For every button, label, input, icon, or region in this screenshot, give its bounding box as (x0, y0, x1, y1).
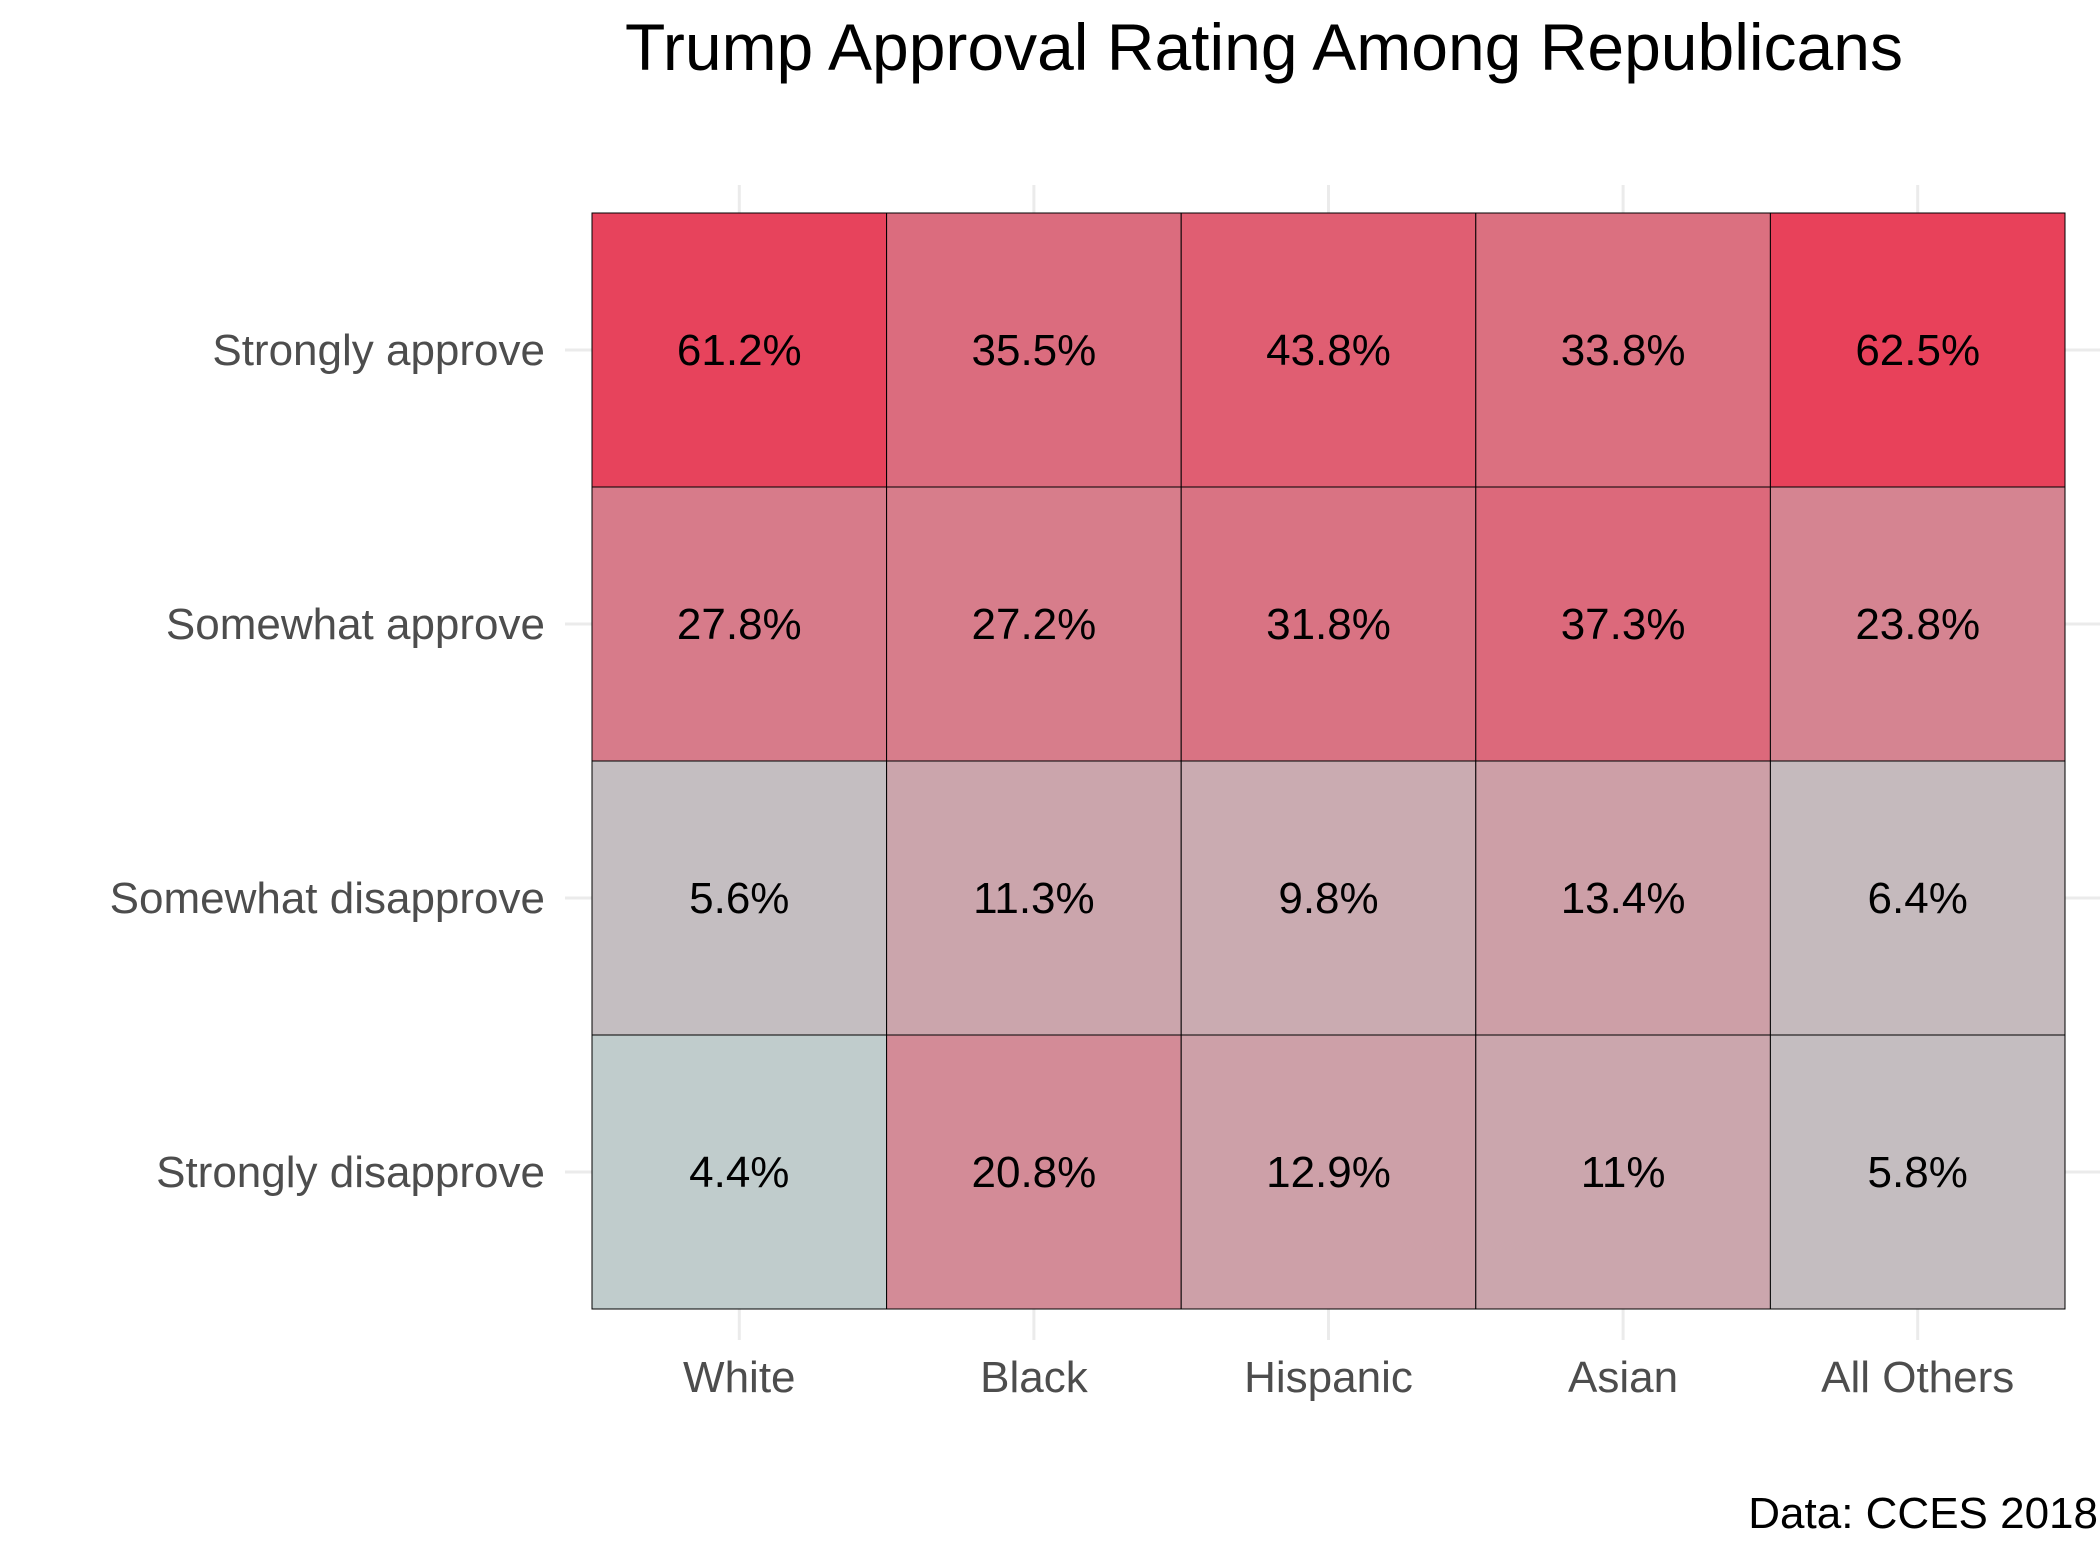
heatmap-cell (591, 760, 888, 1036)
cell-value-label: 31.8% (1266, 600, 1391, 649)
heatmap-cell (1769, 212, 2066, 488)
heatmap-cell (1180, 1034, 1477, 1310)
cell-value-label: 4.4% (689, 1148, 789, 1197)
cell-value-label: 33.8% (1561, 326, 1686, 375)
cell-value-label: 43.8% (1266, 326, 1391, 375)
x-tick-label: Black (980, 1353, 1089, 1402)
heatmap-cell (886, 486, 1182, 762)
x-axis: White Black Hispanic Asian All Others (683, 1353, 2014, 1402)
cell-value-label: 12.9% (1266, 1148, 1391, 1197)
heatmap-cell (1769, 1034, 2066, 1310)
cell-value-label: 13.4% (1561, 874, 1686, 923)
x-tick-label: Asian (1568, 1353, 1678, 1402)
x-tick-label: All Others (1821, 1353, 2014, 1402)
cell-value-label: 37.3% (1561, 600, 1686, 649)
heatmap-cell (591, 1034, 888, 1310)
cell-labels: 61.2% 35.5% 43.8% 33.8% 62.5% 27.8% 27.2% 31.8%… (677, 326, 1980, 1197)
cell-value-label: 62.5% (1855, 326, 1980, 375)
cell-value-label: 5.8% (1868, 1148, 1968, 1197)
chart-title: Trump Approval Rating Among Republicans (625, 10, 1903, 84)
x-tick-label: White (683, 1353, 795, 1402)
cell-value-label: 11.3% (973, 874, 1095, 923)
cell-value-label: 27.2% (972, 600, 1097, 649)
cell-value-label: 27.8% (677, 600, 802, 649)
x-tick-label: Hispanic (1244, 1353, 1413, 1402)
heatmap-cell (1475, 760, 1771, 1036)
heatmap-cell (886, 212, 1182, 488)
y-tick-label: Strongly approve (212, 326, 545, 375)
heatmap-cell (591, 486, 888, 762)
heatmap-cell (1769, 760, 2066, 1036)
y-tick-label: Somewhat disapprove (110, 874, 545, 923)
cell-value-label: 9.8% (1278, 874, 1378, 923)
heatmap-cell (1475, 1034, 1771, 1310)
cell-value-label: 20.8% (972, 1148, 1097, 1197)
heatmap-cell (1769, 486, 2066, 762)
cell-value-label: 61.2% (677, 326, 802, 375)
cell-value-label: 6.4% (1868, 874, 1968, 923)
cell-value-label: 23.8% (1855, 600, 1980, 649)
cell-value-label: 5.6% (689, 874, 789, 923)
heatmap-cell (1475, 486, 1771, 762)
y-tick-label: Somewhat approve (166, 600, 545, 649)
heatmap-cell (1180, 212, 1477, 488)
cell-value-label: 11% (1581, 1148, 1666, 1197)
heatmap-cells (591, 212, 2066, 1310)
cell-value-label: 35.5% (972, 326, 1097, 375)
heatmap-cell (1180, 760, 1477, 1036)
heatmap-cell (1475, 212, 1771, 488)
chart-caption: Data: CCES 2018 (1748, 1489, 2098, 1538)
y-tick-label: Strongly disapprove (156, 1148, 545, 1197)
heatmap-cell (1180, 486, 1477, 762)
heatmap-cell (886, 1034, 1182, 1310)
y-axis: Strongly approve Somewhat approve Somewhat… (110, 326, 545, 1197)
